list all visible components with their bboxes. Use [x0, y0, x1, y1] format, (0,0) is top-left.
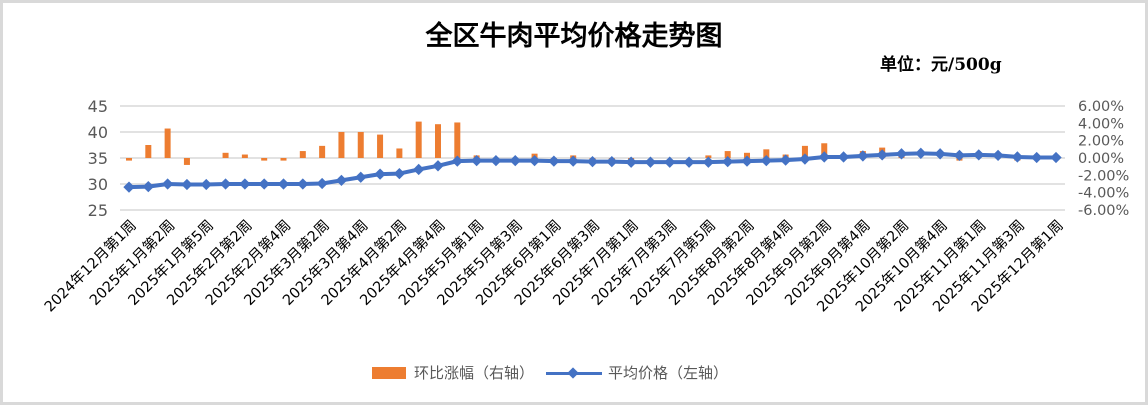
line-marker — [374, 168, 386, 180]
legend-item-bar: 环比涨幅（右轴） — [372, 362, 534, 383]
line-marker — [702, 156, 715, 168]
legend: 环比涨幅（右轴） 平均价格（左轴） — [372, 362, 740, 383]
right-axis-tick: 2.00% — [1078, 134, 1124, 150]
right-axis-tick: 0.00% — [1078, 151, 1124, 167]
line-marker — [490, 154, 502, 167]
bar — [435, 124, 441, 158]
line-marker — [335, 174, 348, 187]
bar — [126, 158, 132, 161]
bar — [357, 132, 364, 158]
line-marker — [606, 155, 618, 168]
right-axis-tick: 6.00% — [1078, 99, 1124, 115]
line-marker — [316, 177, 328, 190]
bar — [241, 154, 248, 158]
line-marker — [161, 178, 174, 190]
line-marker — [528, 154, 541, 167]
line-marker — [567, 155, 579, 167]
bar — [821, 143, 828, 158]
line-marker — [277, 178, 290, 190]
left-axis-tick: 35 — [88, 149, 108, 168]
legend-bar-label: 环比涨幅（右轴） — [414, 364, 535, 382]
unit-label: 单位：元/500g — [880, 55, 1002, 75]
left-axis-tick: 25 — [88, 201, 108, 220]
line-marker — [741, 155, 753, 167]
line-marker — [413, 163, 425, 176]
line-marker — [258, 178, 270, 190]
line-marker — [953, 149, 966, 162]
line-marker — [432, 160, 444, 172]
line-marker-icon — [546, 367, 603, 379]
left-axis-tick: 30 — [88, 175, 108, 194]
line-series-avg-price — [123, 147, 1062, 193]
line-marker — [470, 154, 483, 167]
line-marker — [837, 151, 850, 163]
line-marker — [181, 178, 193, 191]
left-axis-tick: 45 — [88, 97, 108, 116]
bar — [280, 158, 287, 161]
line-marker — [142, 180, 154, 193]
line-marker — [722, 155, 734, 168]
line-marker — [200, 178, 212, 191]
line-marker — [1031, 151, 1043, 164]
bar — [183, 158, 190, 165]
bar — [145, 145, 152, 158]
right-axis: -6.00%-4.00% -2.00%0.00%2.00% 4.00%6.00% — [1078, 99, 1129, 219]
bar — [319, 145, 326, 158]
right-axis-tick: -4.00% — [1078, 186, 1129, 202]
line-marker — [760, 154, 772, 167]
line-marker — [664, 156, 676, 168]
line-marker — [934, 148, 946, 160]
bar — [377, 134, 384, 158]
bar — [744, 152, 750, 158]
bar-swatch-icon — [372, 366, 406, 379]
line-marker — [876, 149, 888, 161]
bar — [164, 128, 171, 158]
line-marker — [625, 156, 637, 168]
left-axis-tick: 40 — [88, 123, 108, 142]
line-marker — [1050, 151, 1062, 164]
bar — [454, 122, 461, 158]
bar — [801, 145, 808, 158]
line-marker — [818, 151, 830, 163]
line-marker — [973, 149, 985, 161]
line-marker — [219, 178, 232, 190]
line-marker — [548, 155, 560, 167]
left-axis: 25 30 35 40 45 — [88, 97, 108, 220]
legend-item-line: 平均价格（左轴） — [546, 362, 728, 383]
line-marker — [355, 171, 367, 183]
line-marker — [1011, 151, 1024, 163]
line-marker — [895, 148, 908, 160]
right-axis-tick: -2.00% — [1078, 168, 1129, 184]
bar — [338, 132, 345, 158]
line-marker — [239, 178, 251, 190]
line-marker — [799, 153, 811, 165]
bar — [396, 148, 403, 158]
line-marker — [509, 154, 521, 167]
right-axis-tick: -6.00% — [1078, 203, 1129, 219]
bar — [724, 151, 731, 158]
line-marker — [393, 167, 406, 180]
bar — [299, 151, 306, 158]
chart-title: 全区牛肉平均价格走势图 — [425, 21, 723, 52]
legend-line-label: 平均价格（左轴） — [608, 364, 729, 382]
line-marker — [123, 181, 135, 193]
bar — [222, 152, 229, 158]
line-marker — [683, 156, 695, 168]
line-marker — [992, 149, 1004, 162]
line-marker — [451, 155, 463, 167]
right-axis-tick: 4.00% — [1078, 116, 1124, 132]
x-axis-labels: 2024年12月第1周2025年1月第2周2025年1月第5周2025年2月第2… — [40, 216, 1066, 315]
bar — [261, 158, 268, 161]
line-marker — [915, 147, 927, 159]
line-marker — [779, 154, 792, 166]
line-marker — [297, 178, 309, 190]
line-marker — [586, 155, 599, 168]
bar — [415, 121, 422, 158]
bar — [763, 149, 770, 158]
line-marker — [857, 150, 869, 162]
line-marker — [644, 156, 657, 168]
